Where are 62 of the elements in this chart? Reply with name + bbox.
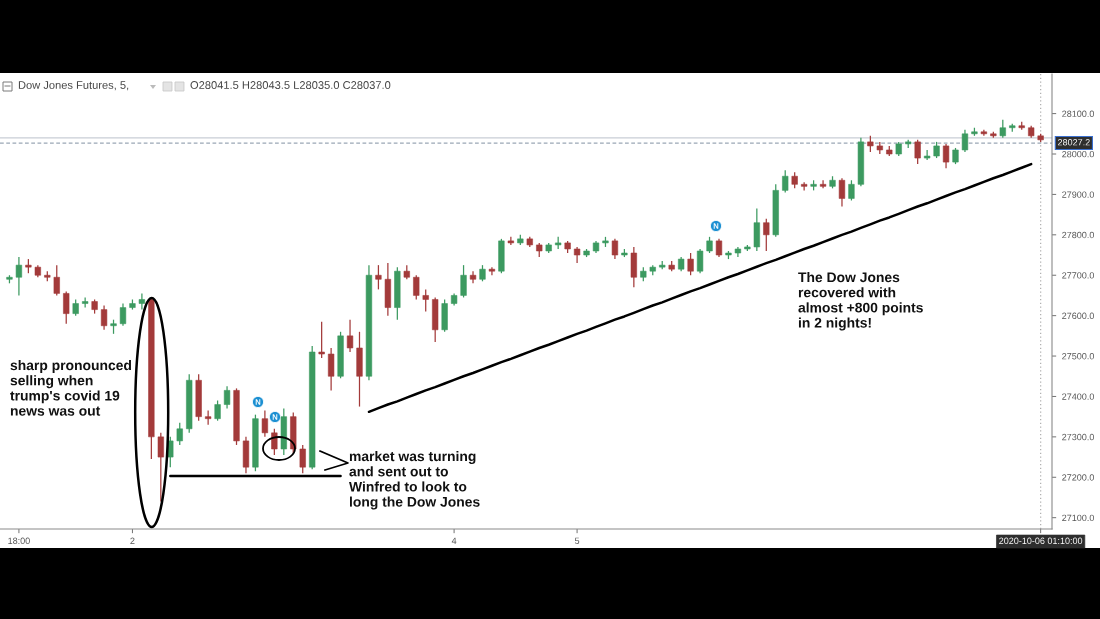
candlestick [214, 399, 221, 422]
candlestick [687, 252, 694, 276]
y-tick-label: 28100.0 [1062, 110, 1094, 117]
y-tick-label: 27300.0 [1062, 433, 1094, 441]
y-tick-label: 27100.0 [1062, 514, 1094, 522]
x-tick-label: 4 [451, 537, 457, 544]
candlestick [100, 304, 108, 331]
y-tick-label: 27200.0 [1062, 474, 1094, 481]
candlestick [942, 143, 950, 169]
candlestick [346, 319, 354, 353]
candlestick [205, 409, 212, 426]
candlestick [328, 347, 335, 392]
candlestick [460, 264, 467, 299]
candlestick [176, 422, 183, 446]
candlestick [271, 428, 278, 456]
y-tick-label: 27800.0 [1062, 231, 1094, 239]
candlestick [611, 238, 619, 260]
y-tick-label: 27700.0 [1062, 272, 1094, 279]
candlestick [469, 270, 477, 284]
candlestick [157, 432, 164, 503]
candlestick [696, 248, 704, 274]
annotation: The Dow Jones recovered with almost +800 points in 2 nights! [798, 272, 923, 331]
candlestick [318, 321, 325, 359]
x-tick-label: 2020-10-06 01:10:00 [999, 537, 1083, 544]
candlestick [961, 129, 969, 153]
candlestick [715, 238, 723, 258]
candlestick [299, 444, 306, 474]
y-tick-label: 27600.0 [1062, 312, 1094, 319]
candlestick [763, 218, 770, 252]
x-tick-label: 2 [130, 537, 135, 544]
candlestick [999, 119, 1006, 139]
x-tick-label: 5 [574, 537, 580, 544]
candlestick [819, 179, 827, 189]
candlestick [375, 264, 382, 291]
candlestick [63, 290, 70, 325]
candlestick [838, 177, 846, 208]
candlestick [782, 169, 789, 194]
y-tick-label: 27900.0 [1062, 191, 1094, 198]
text: Dow Jones Futures, 5, [18, 81, 129, 91]
annotation: sharp pronounced selling when trump's covid 19 news was out [10, 360, 132, 416]
annotation: market was turning and sent out to Winfred to look to long the Dow Jones [349, 451, 480, 510]
candlestick [924, 149, 931, 161]
candlestick [15, 256, 23, 297]
candlestick [138, 292, 146, 311]
candlestick [119, 302, 127, 327]
candlestick [82, 296, 89, 309]
x-tick-label: 18:00 [8, 537, 30, 544]
candlestick [848, 179, 855, 202]
candlestick [422, 288, 429, 313]
candlestick [801, 181, 808, 192]
candlestick [413, 274, 420, 301]
candlestick [488, 266, 496, 276]
candlestick [914, 139, 921, 165]
y-tick-label: 27400.0 [1062, 393, 1094, 400]
candlestick [261, 409, 269, 438]
candlestick [223, 385, 231, 410]
y-tick-label: 27500.0 [1062, 353, 1094, 360]
y-tick-label: 28000.0 [1062, 150, 1094, 158]
candlestick [53, 264, 60, 297]
chart-subtitle: O28041.5 H28043.5 L28035.0 C28037.0 [190, 81, 391, 89]
line-series [367, 162, 1033, 414]
ref-line-label: 28027.2 [1058, 139, 1090, 146]
